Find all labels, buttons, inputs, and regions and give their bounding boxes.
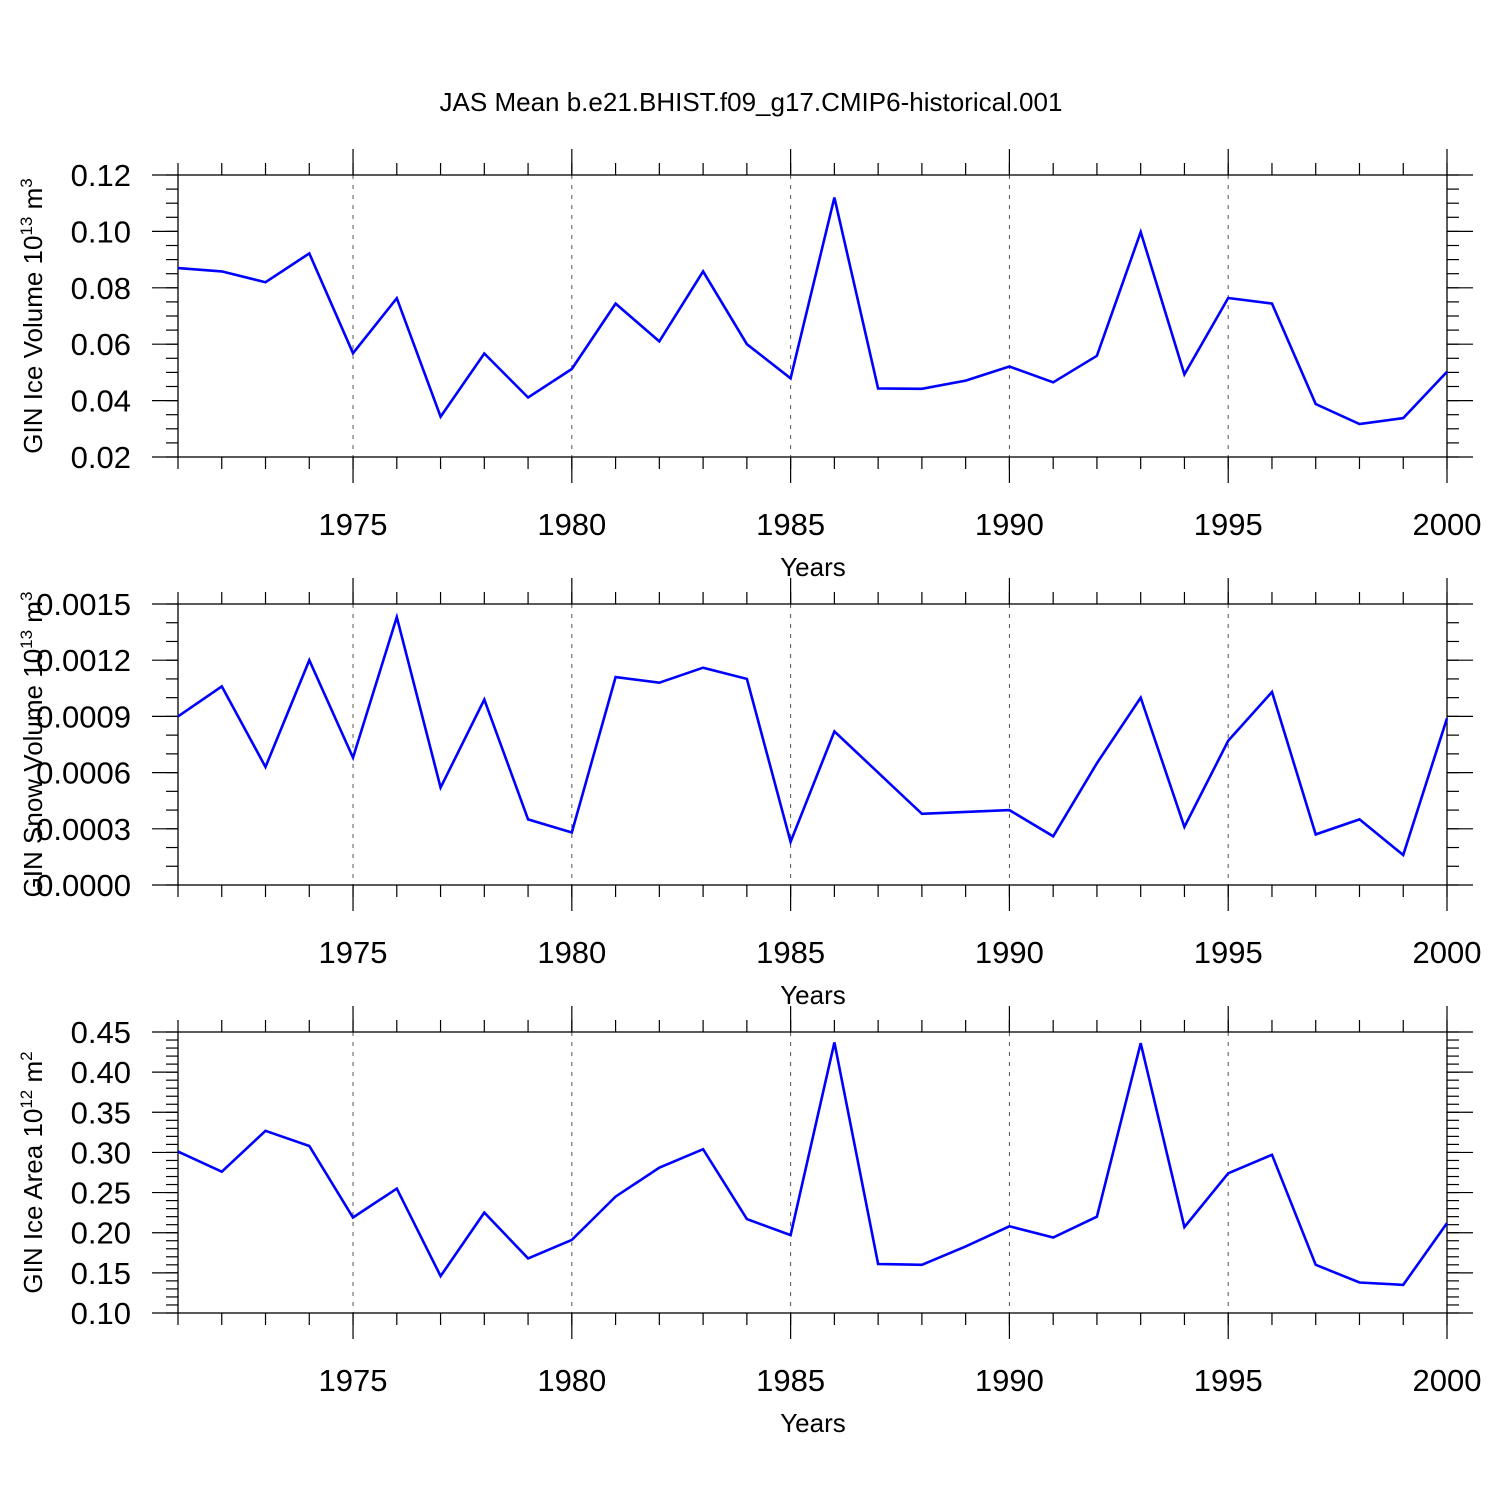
x-tick-label: 1985: [756, 935, 825, 970]
y-tick-label: 0.0009: [36, 699, 131, 734]
x-tick-label: 1995: [1194, 935, 1263, 970]
y-tick-label: 0.08: [71, 271, 131, 306]
y-tick-label: 0.04: [71, 384, 131, 419]
plot-frame: [177, 1031, 1448, 1314]
x-tick-label: 1980: [537, 1363, 606, 1398]
y-tick-label: 0.10: [71, 214, 131, 249]
figure-title: JAS Mean b.e21.BHIST.f09_g17.CMIP6-histo…: [440, 87, 1063, 117]
y-tick-label: 0.0006: [36, 756, 131, 791]
chart-panel-3: 1975 1980 1985 1990 1995 2000 0.10 0.15 0.20 0.25…: [17, 1006, 1481, 1438]
y-tick-label: 0.0000: [36, 868, 131, 903]
x-tick-label: 1990: [975, 1363, 1044, 1398]
x-axis-title: Years: [780, 552, 846, 582]
y-tick-label: 0.25: [71, 1176, 131, 1211]
y-tick-label: 0.45: [71, 1015, 131, 1050]
x-tick-label: 1980: [537, 935, 606, 970]
y-axis-title: GIN Ice Area 1012 m2: [17, 1051, 48, 1293]
x-tick-label: 1985: [756, 1363, 825, 1398]
y-tick-label: 0.35: [71, 1095, 131, 1130]
y-tick-label: 0.06: [71, 327, 131, 362]
y-tick-label: 0.0012: [36, 643, 131, 678]
x-tick-label: 2000: [1413, 507, 1482, 542]
y-tick-label: 0.12: [71, 158, 131, 193]
plot-frame: [177, 174, 1448, 458]
y-tick-label: 0.0015: [36, 587, 131, 622]
y-tick-label: 0.30: [71, 1135, 131, 1170]
x-tick-label: 2000: [1413, 935, 1482, 970]
y-tick-label: 0.20: [71, 1216, 131, 1251]
y-tick-label: 0.10: [71, 1296, 131, 1331]
x-tick-label: 2000: [1413, 1363, 1482, 1398]
chart-panel-2: 1975 1980 1985 1990 1995 2000 0.0000 0.0003 0.00…: [17, 578, 1481, 1010]
chart-panel-1: 1975 1980 1985 1990 1995 2000 0.02 0.04 0.06 0.08…: [17, 149, 1481, 582]
y-tick-label: 0.40: [71, 1055, 131, 1090]
x-axis-title: Years: [780, 1408, 846, 1438]
panels: 1975 1980 1985 1990 1995 2000 0.02 0.04 0.06 0.08…: [17, 149, 1481, 1438]
x-tick-label: 1975: [319, 935, 388, 970]
y-axis-title: GIN Snow Volume 1013 m3: [17, 592, 48, 898]
plot-frame: [177, 603, 1448, 886]
x-tick-label: 1990: [975, 935, 1044, 970]
x-tick-label: 1995: [1194, 507, 1263, 542]
y-tick-label: 0.02: [71, 440, 131, 475]
x-tick-label: 1975: [319, 1363, 388, 1398]
series-line-1: [177, 612, 1449, 858]
y-tick-label: 0.0003: [36, 812, 131, 847]
x-tick-label: 1995: [1194, 1363, 1263, 1398]
x-tick-label: 1975: [319, 507, 388, 542]
series-line-1: [177, 197, 1448, 426]
x-tick-label: 1980: [537, 507, 606, 542]
x-tick-label: 1990: [975, 507, 1044, 542]
y-axis-title: GIN Ice Volume 1013 m3: [17, 178, 48, 454]
x-axis-title: Years: [780, 980, 846, 1010]
y-tick-label: 0.15: [71, 1256, 131, 1291]
x-tick-label: 1985: [756, 507, 825, 542]
series-line-1: [177, 1042, 1449, 1287]
